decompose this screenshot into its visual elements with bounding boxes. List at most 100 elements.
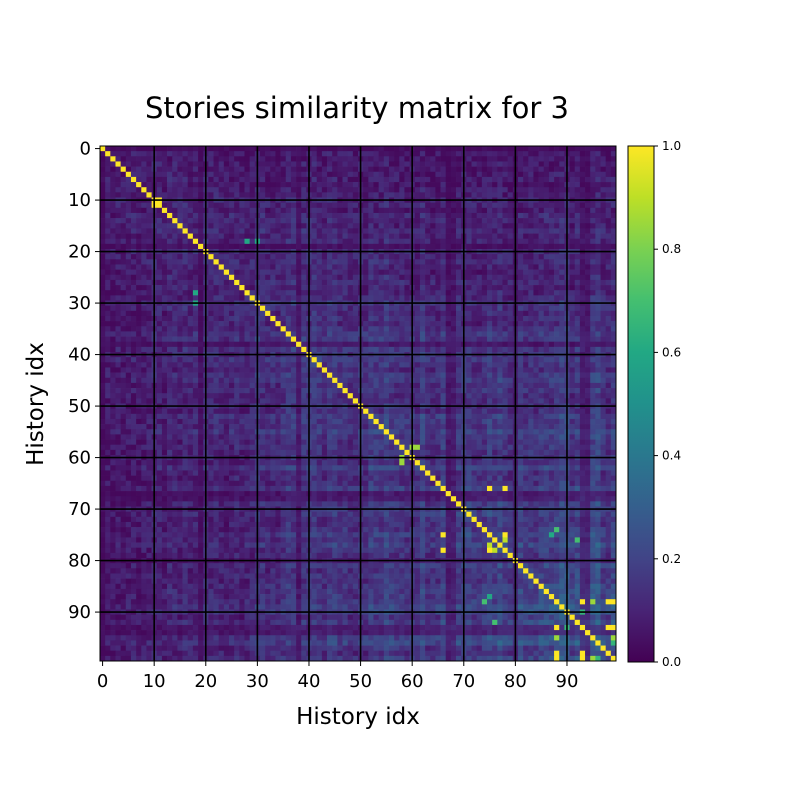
heatmap-cell [538, 146, 545, 152]
heatmap-cell [388, 341, 395, 348]
heatmap-cell [244, 290, 250, 296]
heatmap-cell [610, 182, 617, 188]
heatmap-cell [120, 243, 127, 250]
heatmap-cell [528, 218, 534, 224]
heatmap-cell [445, 331, 452, 337]
heatmap-cell [311, 274, 318, 281]
heatmap-cell [187, 357, 194, 363]
heatmap-cell [301, 372, 307, 379]
heatmap-cell [327, 187, 333, 193]
heatmap-cell [605, 243, 612, 250]
heatmap-cell [450, 146, 457, 152]
heatmap-cell [373, 388, 379, 394]
heatmap-cell [198, 388, 204, 394]
heatmap-cell [198, 269, 204, 276]
heatmap-cell [440, 326, 447, 332]
heatmap-cell [285, 171, 292, 178]
heatmap-cell [182, 382, 189, 389]
heatmap-cell [399, 223, 405, 229]
heatmap-cell [414, 274, 421, 281]
heatmap-cell [342, 171, 349, 178]
heatmap-cell [208, 202, 214, 209]
heatmap-cell [538, 212, 545, 219]
heatmap-cell [543, 223, 550, 229]
heatmap-cell [574, 315, 581, 322]
heatmap-cell [275, 305, 281, 312]
heatmap-cell [270, 146, 276, 152]
heatmap-cell [177, 336, 183, 343]
heatmap-cell [435, 212, 441, 219]
heatmap-cell [394, 233, 400, 240]
heatmap-cell [229, 295, 235, 301]
heatmap-cell [435, 346, 441, 353]
heatmap-cell [146, 377, 152, 384]
heatmap-cell [538, 315, 545, 322]
heatmap-cell [585, 223, 591, 229]
heatmap-cell [182, 151, 189, 157]
heatmap-cell [270, 166, 276, 173]
heatmap-cell [337, 202, 343, 209]
heatmap-cell [517, 290, 524, 296]
heatmap-cell [610, 233, 617, 240]
heatmap-cell [115, 269, 121, 276]
heatmap-cell [213, 372, 220, 379]
heatmap-cell [528, 151, 534, 157]
heatmap-cell [352, 202, 359, 209]
heatmap-cell [569, 207, 576, 214]
heatmap-cell [332, 176, 338, 183]
heatmap-cell [311, 187, 318, 193]
heatmap-cell [275, 382, 281, 389]
heatmap-cell [559, 372, 565, 379]
heatmap-cell [559, 166, 565, 173]
heatmap-cell [167, 161, 173, 167]
heatmap-cell [208, 305, 214, 312]
heatmap-cell [538, 388, 545, 394]
heatmap-cell [161, 212, 168, 219]
heatmap-cell [585, 243, 591, 250]
heatmap-cell [280, 346, 287, 353]
heatmap-cell [502, 326, 508, 332]
heatmap-cell [605, 259, 612, 265]
heatmap-cell [574, 176, 581, 183]
heatmap-cell [337, 326, 343, 332]
heatmap-cell [192, 382, 199, 389]
heatmap-cell [466, 372, 472, 379]
heatmap-cell [610, 310, 617, 317]
heatmap-cell [234, 305, 240, 312]
heatmap-cell [497, 336, 503, 343]
heatmap-cell [156, 254, 163, 260]
heatmap-cell [265, 295, 271, 301]
heatmap-cell [445, 274, 452, 281]
heatmap-cell [172, 326, 178, 332]
heatmap-cell [146, 274, 152, 281]
heatmap-cell [543, 382, 550, 389]
heatmap-cell [115, 315, 121, 322]
heatmap-cell [100, 377, 106, 384]
heatmap-cell [538, 310, 545, 317]
heatmap-cell [229, 218, 235, 224]
heatmap-cell [373, 336, 379, 343]
heatmap-cell [440, 305, 447, 312]
heatmap-cell [223, 315, 230, 322]
heatmap-cell [579, 171, 586, 178]
heatmap-cell [223, 388, 230, 394]
heatmap-cell [244, 212, 250, 219]
heatmap-cell [167, 207, 173, 214]
heatmap-cell [399, 341, 405, 348]
heatmap-cell [141, 151, 147, 157]
heatmap-cell [507, 295, 514, 301]
heatmap-cell [378, 223, 385, 229]
heatmap-cell [456, 382, 462, 389]
heatmap-cell [130, 176, 137, 183]
heatmap-cell [388, 310, 395, 317]
heatmap-cell [182, 243, 189, 250]
heatmap-cell [130, 233, 137, 240]
heatmap-cell [569, 182, 576, 188]
heatmap-cell [440, 295, 447, 301]
heatmap-cell [218, 166, 225, 173]
heatmap-cell [378, 310, 385, 317]
heatmap-cell [110, 326, 116, 332]
heatmap-cell [471, 357, 478, 363]
heatmap-cell [172, 187, 178, 193]
heatmap-cell [239, 295, 245, 301]
